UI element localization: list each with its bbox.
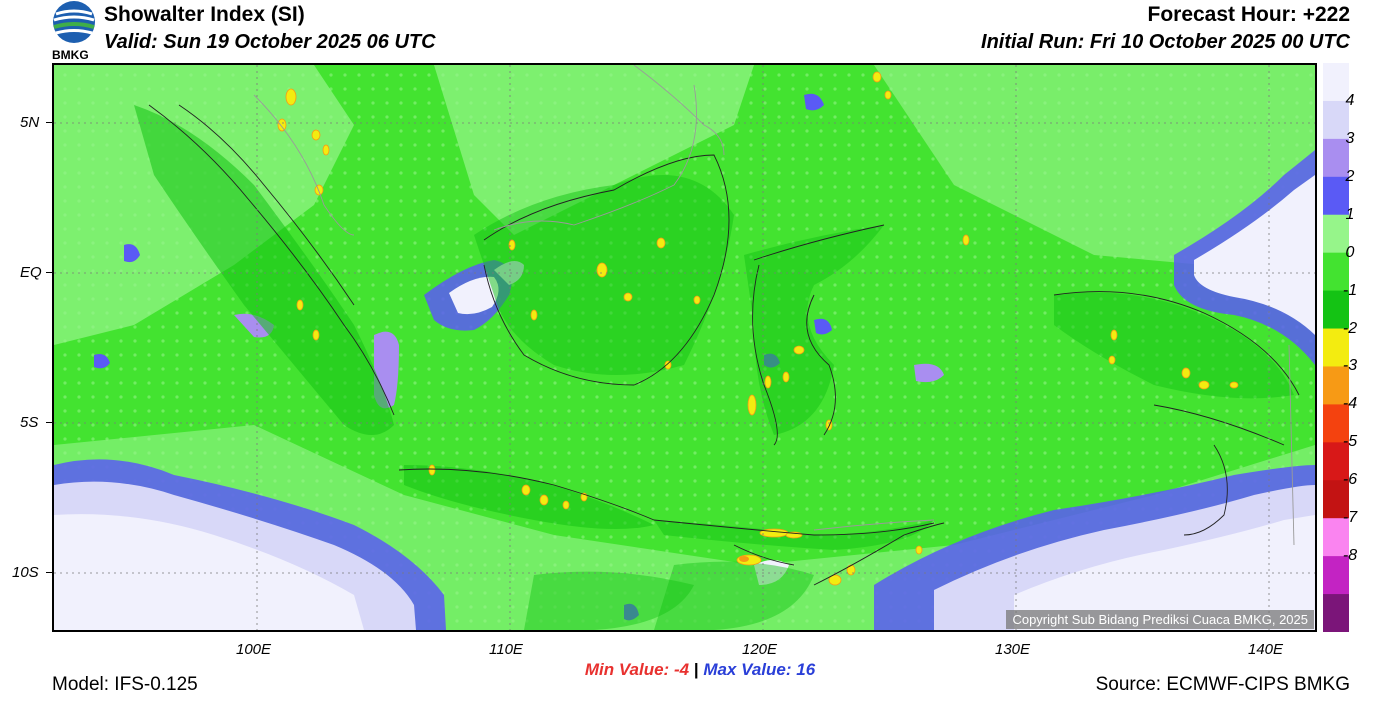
- title-block: Showalter Index (SI) Valid: Sun 19 Octob…: [104, 2, 436, 56]
- logo-text: BMKG: [52, 48, 89, 62]
- colorbar-swatch: [1323, 404, 1349, 443]
- min-label: Min Value:: [584, 660, 670, 679]
- colorbar-label: 4: [1345, 91, 1355, 109]
- lat-tick-eq: EQ: [20, 264, 42, 281]
- lat-tick-5s: 5S: [20, 414, 39, 431]
- map-canvas: [54, 65, 1315, 630]
- lon-tick-100e: 100E: [236, 641, 272, 658]
- colorbar-swatch: [1323, 594, 1349, 633]
- colorbar-swatch: [1323, 480, 1349, 519]
- colorbar-swatch: [1323, 100, 1349, 140]
- colorbar-swatch: [1323, 328, 1349, 367]
- colorbar-swatch: [1323, 442, 1349, 481]
- colorbar-label: -8: [1342, 547, 1358, 565]
- forecast-map: [52, 63, 1317, 632]
- colorbar-label: -2: [1342, 319, 1358, 337]
- colorbar-label: 3: [1345, 129, 1355, 147]
- colorbar-swatch: [1323, 138, 1349, 178]
- coastlines: [148, 104, 1300, 586]
- max-value: 16: [796, 660, 816, 679]
- colorbar-swatch: [1323, 252, 1349, 292]
- colorbar-label: -3: [1342, 357, 1358, 375]
- orange-spot: [739, 556, 749, 562]
- min-value: -4: [673, 660, 690, 679]
- papua-region: [1054, 292, 1294, 399]
- colorbar-label: -7: [1342, 509, 1358, 527]
- valid-time: Valid: Sun 19 October 2025 06 UTC: [104, 31, 436, 53]
- lon-tick-120e: 120E: [742, 641, 778, 658]
- forecast-hour: Forecast Hour: +222: [1147, 3, 1351, 26]
- java-region: [404, 465, 654, 529]
- lat-tick-10s: 10S: [12, 564, 39, 581]
- tick-mark: [46, 272, 52, 273]
- colorbar-swatch: [1323, 556, 1349, 595]
- lon-tick-110e: 110E: [489, 641, 523, 658]
- lon-tick-130e: 130E: [995, 641, 1031, 658]
- tick-mark: [46, 422, 52, 423]
- colorbar-swatches: [1323, 63, 1349, 633]
- sulawesi-region: [744, 225, 884, 435]
- colorbar-label: -6: [1342, 471, 1358, 489]
- colorbar-label: -5: [1342, 433, 1358, 451]
- colorbar-label: 2: [1345, 167, 1355, 185]
- initial-run: Initial Run: Fri 10 October 2025 00 UTC: [981, 31, 1350, 53]
- graticule: [54, 65, 1315, 630]
- max-label: Max Value:: [703, 660, 792, 679]
- lon-tick-140e: 140E: [1248, 641, 1284, 658]
- colorbar-swatch: [1323, 214, 1349, 254]
- source-label: Source: ECMWF-CIPS BMKG: [1095, 674, 1350, 695]
- colorbar-label: -1: [1342, 281, 1358, 299]
- chart-title: Showalter Index (SI): [104, 3, 305, 26]
- separator: |: [693, 660, 699, 679]
- borders: [253, 65, 1295, 546]
- lat-tick-5n: 5N: [20, 114, 40, 131]
- tick-mark: [46, 572, 52, 573]
- model-label: Model: IFS-0.125: [52, 674, 198, 695]
- colorbar-swatch: [1323, 176, 1349, 216]
- colorbar: [1323, 63, 1349, 633]
- colorbar-label: -4: [1342, 395, 1358, 413]
- min-max-values: Min Value: -4 | Max Value: 16: [0, 660, 1400, 680]
- run-info: Forecast Hour: +222 Initial Run: Fri 10 …: [981, 2, 1350, 56]
- colorbar-label: 0: [1345, 243, 1355, 261]
- bmkg-logo: BMKG: [50, 0, 102, 62]
- tick-mark: [46, 122, 52, 123]
- sumatra-region: [134, 105, 394, 435]
- copyright-note: Copyright Sub Bidang Prediksi Cuaca BMKG…: [1006, 610, 1314, 629]
- colorbar-swatch: [1323, 290, 1349, 330]
- colorbar-label: 1: [1345, 205, 1355, 223]
- colorbar-swatch: [1323, 366, 1349, 405]
- colorbar-swatch: [1323, 63, 1349, 102]
- colorbar-swatch: [1323, 518, 1349, 557]
